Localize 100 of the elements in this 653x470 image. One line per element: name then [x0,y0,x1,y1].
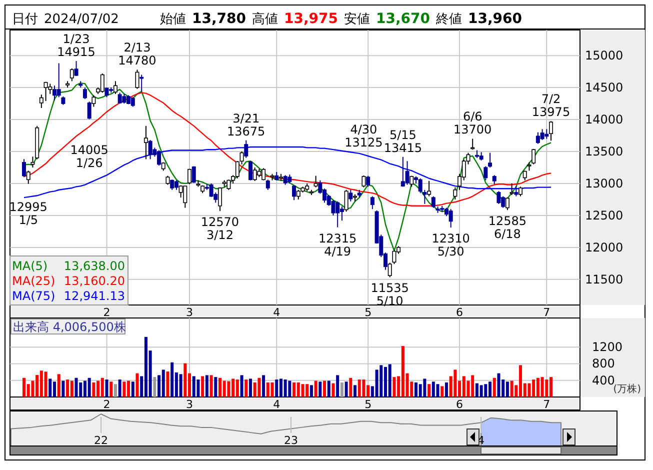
bar [70,380,74,397]
candlestick [135,69,140,90]
candlestick [348,189,353,202]
x-tick-label: 7 [543,306,550,319]
bar [100,378,104,397]
bar [196,380,200,397]
bar [462,376,466,397]
y-tick-label: 15000 [585,48,624,63]
bar [301,384,304,397]
bar [131,382,134,397]
bar [284,380,287,397]
candlestick [22,158,26,178]
candlestick [362,174,366,188]
candlestick [183,186,188,208]
bar [275,380,278,397]
bar [484,384,488,397]
bar [327,380,330,397]
candlestick [26,170,30,184]
candlestick [104,87,109,98]
bar [358,380,361,397]
bar [344,382,348,397]
bar [545,380,548,397]
x-tick-label: 6 [456,398,464,411]
bar [340,382,344,397]
bar [492,378,496,397]
candlestick [122,93,126,104]
bar [62,380,65,397]
bar [323,380,326,397]
y-tick-label: 1200 [592,340,623,354]
bar [153,377,156,397]
bar [205,375,208,397]
bar [244,380,248,397]
candlestick [82,87,87,100]
candlestick [540,128,544,140]
bar [57,374,60,397]
bar [436,384,440,397]
candlestick [113,80,118,94]
bar [170,362,174,397]
candlestick [74,60,78,77]
candlestick [484,166,488,181]
x-tick-label: 7 [543,398,550,411]
candlestick [240,151,244,165]
bar [349,378,352,397]
candlestick [496,190,501,204]
annotation: 12570 3/12 [200,214,240,242]
x-tick-label: 5 [364,306,372,319]
bar [240,375,244,397]
bar [510,380,514,397]
candlestick [174,180,178,190]
candlestick [510,182,514,196]
x-tick-label: 4 [273,306,280,319]
candlestick [218,186,222,212]
bar [423,378,426,397]
candlestick [130,96,135,108]
bar [336,375,340,397]
bar [214,377,218,397]
chart-title: 日付 2024/07/02 [12,12,119,27]
bar [114,384,117,397]
bar [74,378,78,397]
y-tick-label: 400 [592,373,615,388]
candlestick [405,160,410,186]
bar [497,373,500,397]
candlestick [549,120,553,142]
bar [105,380,108,397]
x-tick-label: 6 [456,306,464,319]
bar [222,380,226,397]
bar [88,378,91,397]
y-tick-label: 14000 [585,112,624,127]
text: 終値 13,960 [435,11,522,27]
annotation: 2/13 14780 [118,40,156,68]
annotation: 14005 1/26 [70,143,108,170]
candlestick [296,189,300,200]
candlestick [522,170,527,181]
text: MA(25) 13,160.20 [12,274,125,288]
candlestick [92,94,96,108]
bar [262,375,266,397]
bar [270,382,274,397]
candlestick [532,148,536,165]
candlestick [292,184,296,201]
x-tick-label: 23 [284,434,298,447]
candlestick [188,168,192,185]
annotation: 12995 1/5 [9,200,48,227]
candlestick [148,140,152,160]
bar [79,382,82,397]
y-tick-label: 13000 [585,176,624,190]
candlestick [488,152,492,168]
candlestick [448,208,453,228]
candlestick [470,138,475,150]
candlestick [170,179,174,190]
candlestick [244,140,248,158]
bar [288,380,292,397]
bar [528,383,531,397]
bar [428,384,431,397]
bar [166,372,170,397]
candlestick [370,196,374,210]
candlestick [87,101,92,120]
annotation: 12315 4/19 [318,231,357,258]
bar [506,382,509,397]
candlestick [192,166,196,184]
bar [258,378,261,397]
